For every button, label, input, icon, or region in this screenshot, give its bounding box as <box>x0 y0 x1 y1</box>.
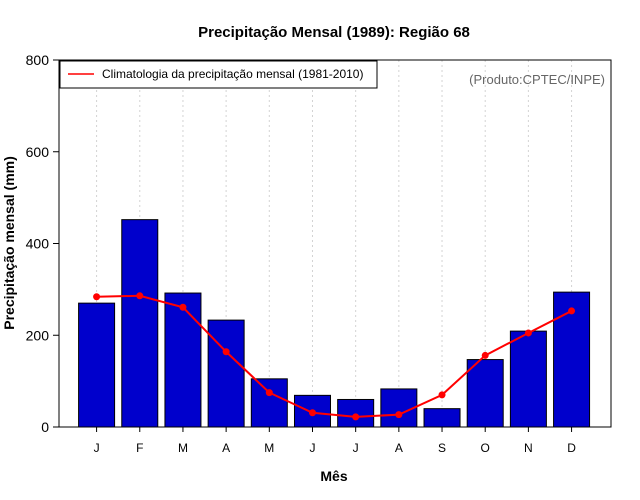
x-axis-label: Mês <box>320 468 347 484</box>
x-tick-label: A <box>395 441 403 455</box>
source-annotation: (Produto:CPTEC/INPE) <box>469 72 605 87</box>
legend-label: Climatologia da precipitação mensal (198… <box>102 67 363 81</box>
climatology-point-3 <box>179 303 187 311</box>
bar-5 <box>250 378 288 428</box>
bar-7 <box>337 398 375 428</box>
climatology-point-12 <box>568 307 576 315</box>
climatology-point-11 <box>524 329 532 337</box>
climatology-point-9 <box>438 391 446 399</box>
y-tick-label: 400 <box>26 236 50 252</box>
bar-3 <box>164 292 202 428</box>
x-tick-label: N <box>524 441 533 455</box>
bar-10 <box>466 359 504 428</box>
y-axis: 0 200 400 600 800 <box>26 52 59 435</box>
x-tick-label: D <box>567 441 576 455</box>
climatology-point-1 <box>93 293 101 301</box>
climatology-point-6 <box>308 409 316 417</box>
climatology-point-10 <box>481 351 489 359</box>
x-tick-label: A <box>222 441 230 455</box>
x-tick-label: O <box>481 441 490 455</box>
chart-title: Precipitação Mensal (1989): Região 68 <box>198 24 470 41</box>
y-tick-label: 600 <box>26 144 50 160</box>
y-tick-label: 0 <box>41 419 49 435</box>
legend-box <box>59 60 378 89</box>
climatology-point-2 <box>136 292 144 300</box>
bar-12 <box>553 291 591 428</box>
climatology-line-layer <box>93 292 576 421</box>
x-tick-label: M <box>264 441 274 455</box>
bar-4 <box>207 319 245 428</box>
bar-1 <box>78 302 116 428</box>
climatology-line <box>96 294 573 418</box>
x-tick-label: S <box>438 441 446 455</box>
x-tick-label: F <box>136 441 143 455</box>
climatology-point-8 <box>395 411 403 419</box>
x-tick-label: J <box>353 441 359 455</box>
bar-9 <box>423 408 461 428</box>
y-tick-label: 800 <box>26 52 50 68</box>
y-tick-label: 200 <box>26 327 50 343</box>
bar-11 <box>509 330 547 428</box>
y-axis-label: Precipitação mensal (mm) <box>1 156 17 330</box>
climatology-point-5 <box>265 389 273 397</box>
x-tick-label: J <box>309 441 315 455</box>
bars-layer <box>78 219 591 428</box>
climatology-point-7 <box>352 413 360 421</box>
bar-2 <box>121 219 159 428</box>
legend: Climatologia da precipitação mensal (198… <box>59 60 378 89</box>
x-tick-label: J <box>94 441 100 455</box>
x-tick-label: M <box>178 441 188 455</box>
climatology-point-4 <box>222 348 230 356</box>
